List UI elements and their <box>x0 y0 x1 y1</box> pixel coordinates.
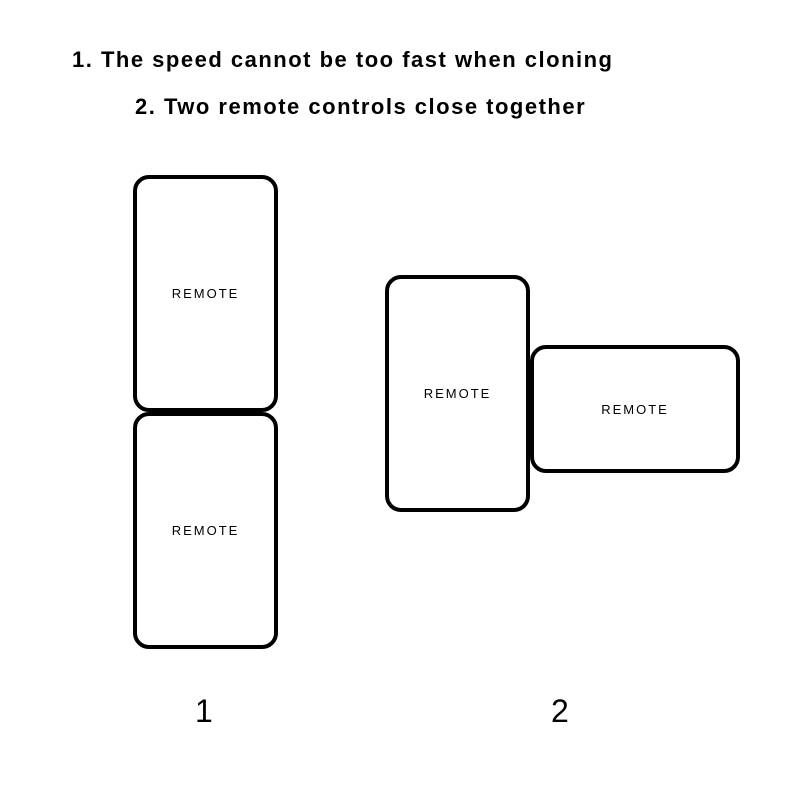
instruction-line-1: 1. The speed cannot be too fast when clo… <box>72 47 614 73</box>
remote-label: REMOTE <box>172 286 240 301</box>
group2-label: 2 <box>551 693 569 730</box>
remote-label: REMOTE <box>172 523 240 538</box>
remote-group1-top: REMOTE <box>133 175 278 412</box>
remote-label: REMOTE <box>424 386 492 401</box>
instruction-line-2: 2. Two remote controls close together <box>135 94 586 120</box>
group1-label: 1 <box>195 693 213 730</box>
remote-label: REMOTE <box>601 402 669 417</box>
remote-group1-bottom: REMOTE <box>133 412 278 649</box>
remote-group2-right: REMOTE <box>530 345 740 473</box>
remote-group2-left: REMOTE <box>385 275 530 512</box>
